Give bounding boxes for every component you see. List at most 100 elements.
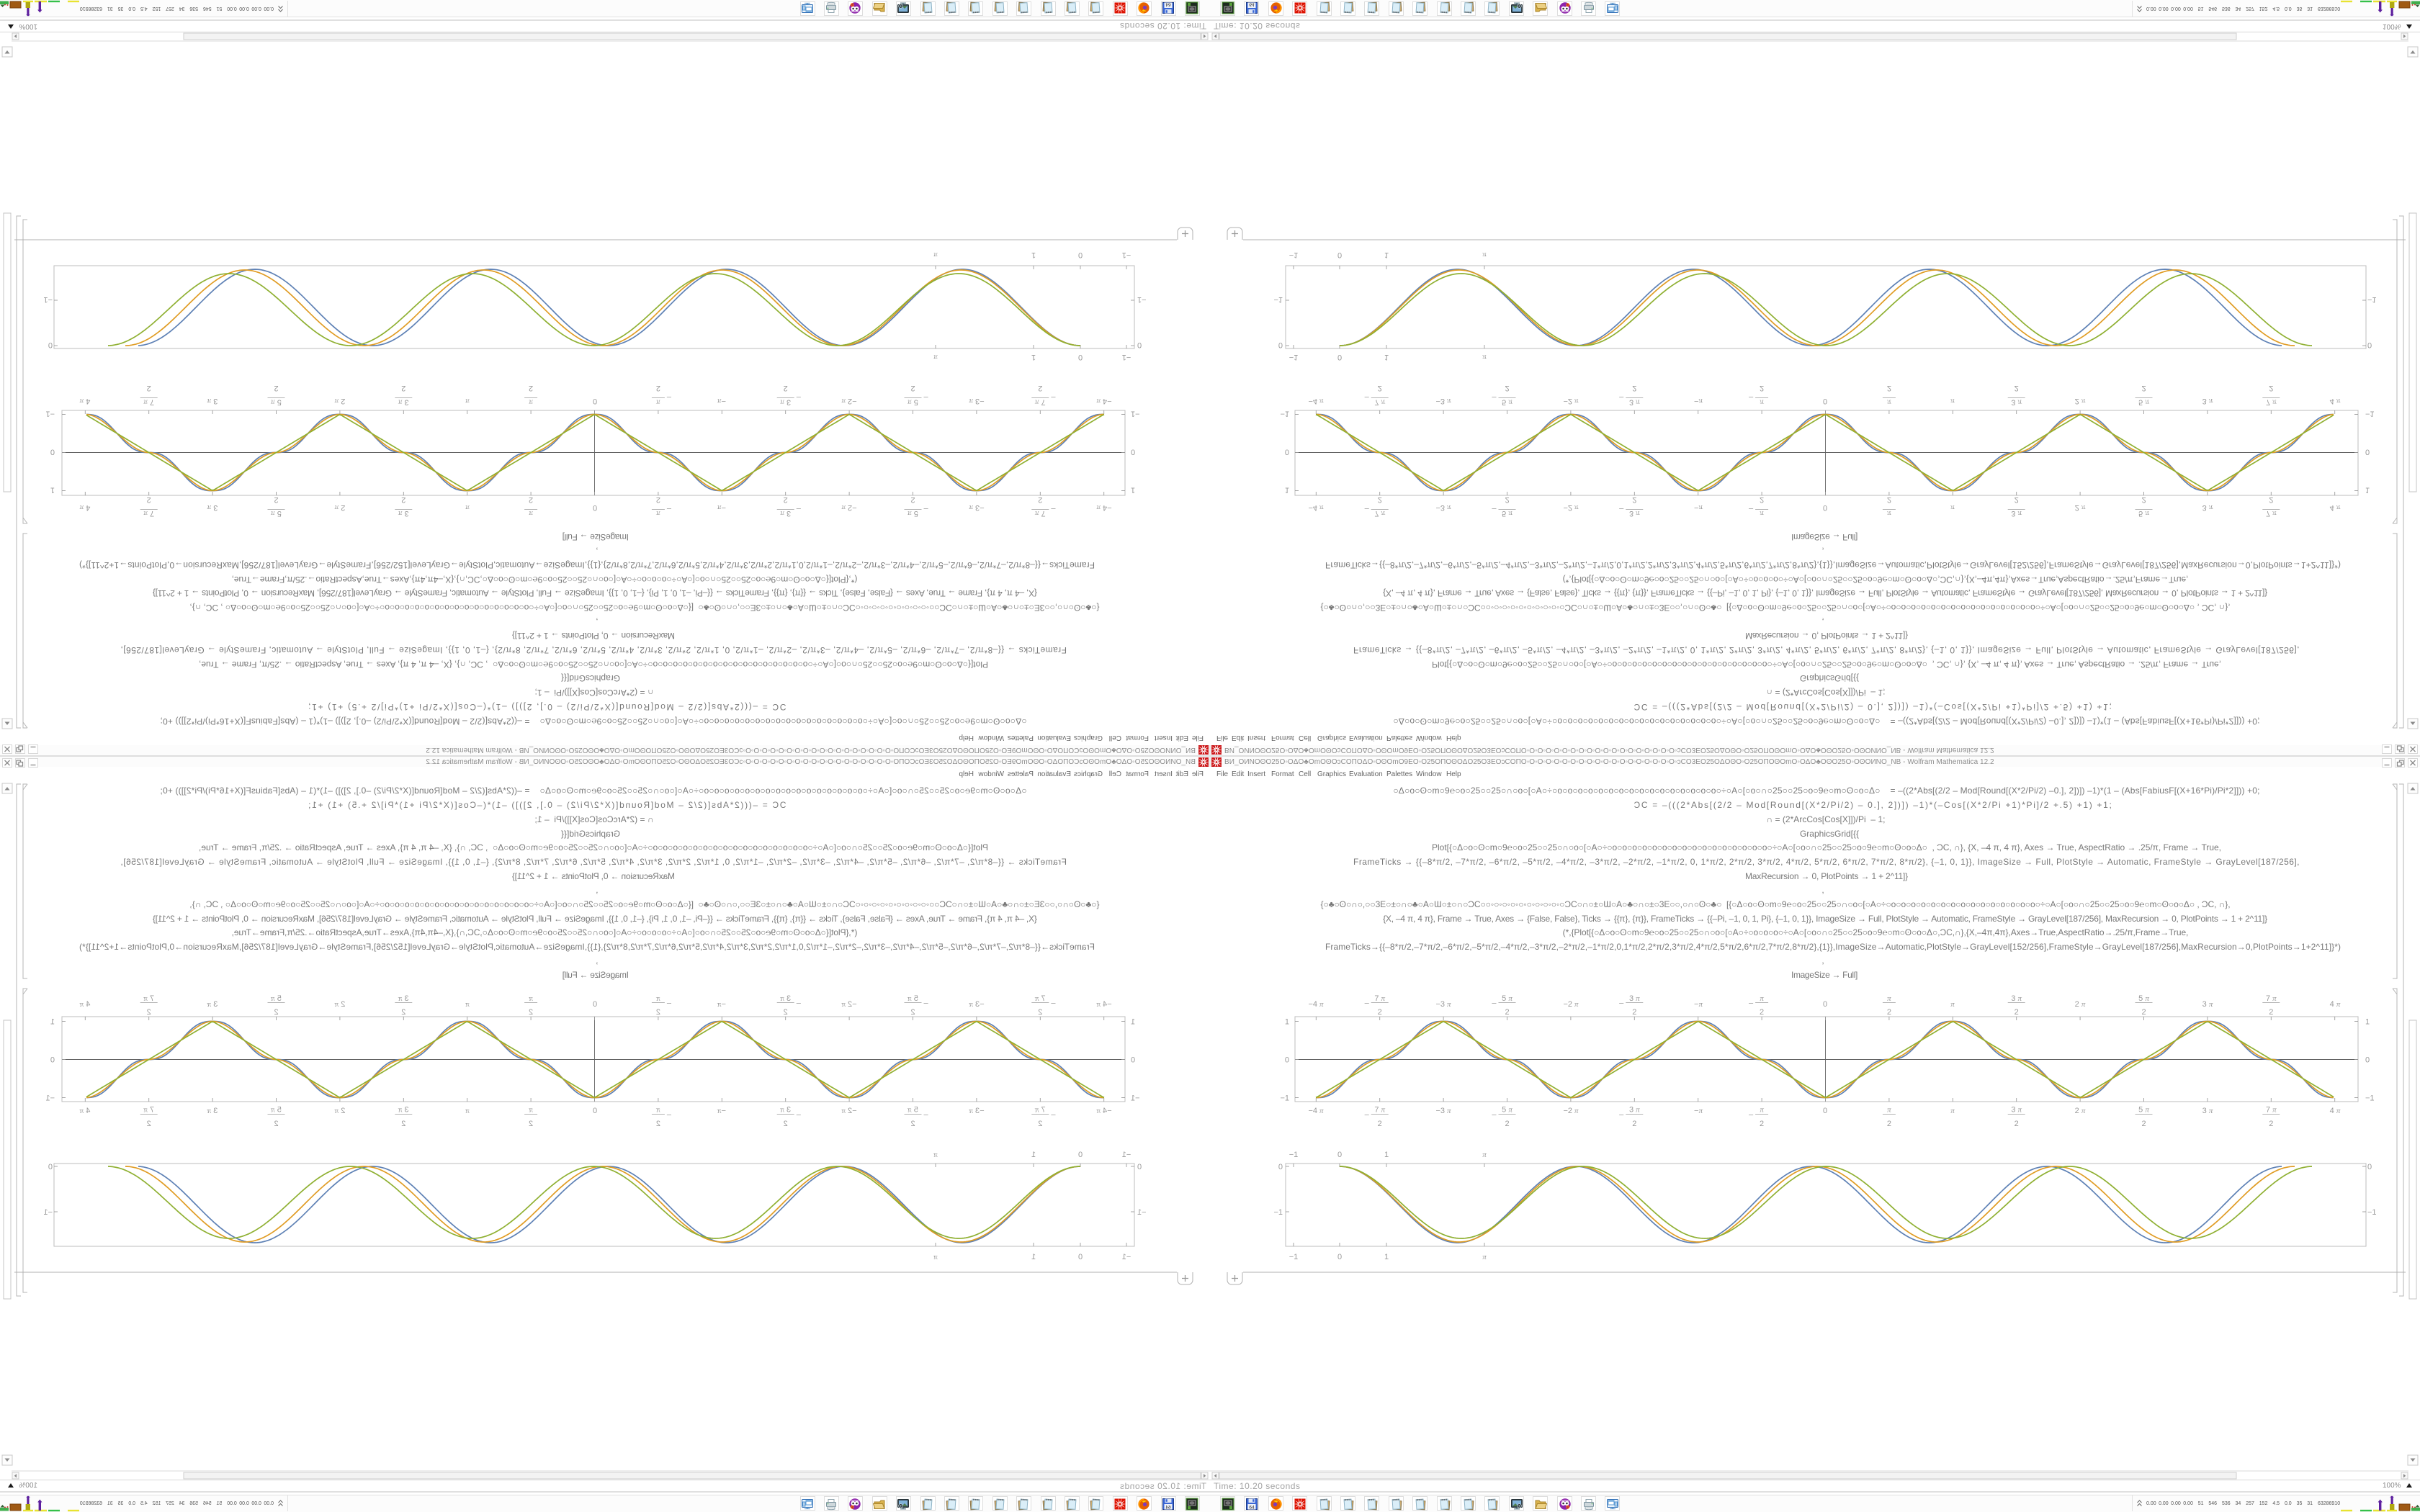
svg-text:0: 0 <box>1137 1163 1142 1171</box>
svg-text:−3 π: −3 π <box>969 397 985 405</box>
svg-text:0: 0 <box>1078 251 1083 259</box>
svg-text:5 π: 5 π <box>2138 994 2149 1003</box>
svg-text:–: – <box>1365 505 1370 513</box>
svg-text:2: 2 <box>1632 495 1636 504</box>
svg-text:–: – <box>1365 1111 1370 1120</box>
svg-text:1: 1 <box>1384 251 1389 259</box>
svg-text:−π: −π <box>717 397 726 405</box>
svg-text:5 π: 5 π <box>2138 1106 2149 1115</box>
svg-text:3 π: 3 π <box>207 1107 218 1115</box>
svg-text:2: 2 <box>1632 384 1636 392</box>
svg-text:4 π: 4 π <box>2330 1000 2341 1009</box>
svg-text:π: π <box>1950 1000 1955 1009</box>
svg-text:3 π: 3 π <box>2202 1000 2213 1009</box>
svg-text:3 π: 3 π <box>398 1106 408 1115</box>
svg-text:–: – <box>1050 999 1055 1008</box>
svg-text:2: 2 <box>1038 384 1042 392</box>
svg-text:2 π: 2 π <box>334 1107 345 1115</box>
svg-text:2: 2 <box>147 1120 151 1128</box>
svg-text:2: 2 <box>1505 1120 1509 1128</box>
svg-text:2: 2 <box>656 1120 660 1128</box>
svg-text:2: 2 <box>274 1120 278 1128</box>
svg-text:π: π <box>1887 994 1891 1003</box>
svg-text:2: 2 <box>1632 1008 1636 1017</box>
svg-text:–: – <box>923 999 928 1008</box>
svg-text:−1: −1 <box>1273 1208 1283 1217</box>
svg-text:5 π: 5 π <box>908 509 918 518</box>
svg-text:3 π: 3 π <box>780 1106 791 1115</box>
svg-text:3 π: 3 π <box>780 398 791 407</box>
svg-text:5 π: 5 π <box>908 398 918 407</box>
svg-text:4 π: 4 π <box>79 1107 90 1115</box>
svg-text:2 π: 2 π <box>2075 1107 2086 1115</box>
svg-text:−3 π: −3 π <box>969 503 985 512</box>
svg-text:−1: −1 <box>1137 295 1147 304</box>
svg-text:2: 2 <box>1632 1120 1636 1128</box>
svg-text:2 π: 2 π <box>334 503 345 512</box>
svg-text:–: – <box>1749 999 1754 1008</box>
svg-text:2: 2 <box>1505 1008 1509 1017</box>
svg-text:π: π <box>933 251 938 259</box>
svg-text:7 π: 7 π <box>1034 398 1045 407</box>
svg-text:–: – <box>1050 505 1055 513</box>
svg-text:3 π: 3 π <box>398 509 408 518</box>
svg-text:4 π: 4 π <box>2330 397 2341 405</box>
svg-text:5 π: 5 π <box>1502 509 1512 518</box>
svg-text:5 π: 5 π <box>271 1106 282 1115</box>
svg-text:3 π: 3 π <box>398 398 408 407</box>
svg-text:π: π <box>1950 503 1955 512</box>
svg-text:7 π: 7 π <box>143 994 154 1003</box>
svg-text:−1: −1 <box>1289 353 1299 361</box>
svg-text:–: – <box>1619 393 1624 402</box>
svg-text:2 π: 2 π <box>334 1000 345 1009</box>
svg-text:−3 π: −3 π <box>1435 503 1451 512</box>
svg-text:π: π <box>1760 1106 1764 1115</box>
svg-text:2: 2 <box>147 495 151 504</box>
svg-text:4 π: 4 π <box>79 1000 90 1009</box>
svg-text:1: 1 <box>1031 1253 1036 1261</box>
svg-text:–: – <box>1619 999 1624 1008</box>
svg-text:2: 2 <box>1038 1008 1042 1017</box>
svg-text:π: π <box>1760 398 1764 407</box>
svg-text:2: 2 <box>529 1008 533 1017</box>
svg-text:π: π <box>933 1253 938 1261</box>
svg-text:−3 π: −3 π <box>969 1000 985 1009</box>
svg-text:3 π: 3 π <box>1629 1106 1640 1115</box>
svg-text:π: π <box>656 398 660 407</box>
svg-text:3 π: 3 π <box>1629 994 1640 1003</box>
svg-text:2: 2 <box>1887 1120 1891 1128</box>
svg-text:1: 1 <box>1031 353 1036 361</box>
svg-text:0: 0 <box>50 448 55 456</box>
svg-text:2: 2 <box>1038 1120 1042 1128</box>
svg-text:−π: −π <box>717 1000 726 1009</box>
svg-text:0: 0 <box>1337 251 1342 259</box>
svg-text:2: 2 <box>274 495 278 504</box>
svg-text:−2 π: −2 π <box>841 1107 857 1115</box>
svg-text:7 π: 7 π <box>1034 1106 1045 1115</box>
svg-text:1: 1 <box>1131 486 1135 495</box>
svg-text:−4 π: −4 π <box>1096 503 1112 512</box>
svg-text:64: 64 <box>1249 2 1255 7</box>
svg-text:−1: −1 <box>2365 1094 2375 1103</box>
svg-text:1: 1 <box>1131 1018 1135 1027</box>
svg-text:2: 2 <box>2269 384 2273 392</box>
svg-text:3 π: 3 π <box>2011 994 2022 1003</box>
svg-text:−π: −π <box>1694 503 1703 512</box>
svg-text:−1: −1 <box>1122 353 1131 361</box>
svg-text:–: – <box>796 1111 801 1120</box>
svg-text:π: π <box>1950 397 1955 405</box>
svg-text:−1: −1 <box>1289 1151 1299 1159</box>
svg-text:−1: −1 <box>45 1094 55 1103</box>
svg-text:7 π: 7 π <box>143 1106 154 1115</box>
svg-text:–: – <box>923 393 928 402</box>
svg-text:2: 2 <box>784 384 788 392</box>
svg-text:0: 0 <box>2367 1163 2372 1171</box>
svg-text:0: 0 <box>1285 448 1289 456</box>
svg-text:7 π: 7 π <box>2266 509 2277 518</box>
svg-text:–: – <box>1050 393 1055 402</box>
svg-text:0: 0 <box>48 1163 53 1171</box>
svg-text:–: – <box>796 505 801 513</box>
svg-text:–: – <box>666 505 671 513</box>
svg-text:2: 2 <box>1760 1120 1764 1128</box>
svg-text:−3 π: −3 π <box>1435 1107 1451 1115</box>
